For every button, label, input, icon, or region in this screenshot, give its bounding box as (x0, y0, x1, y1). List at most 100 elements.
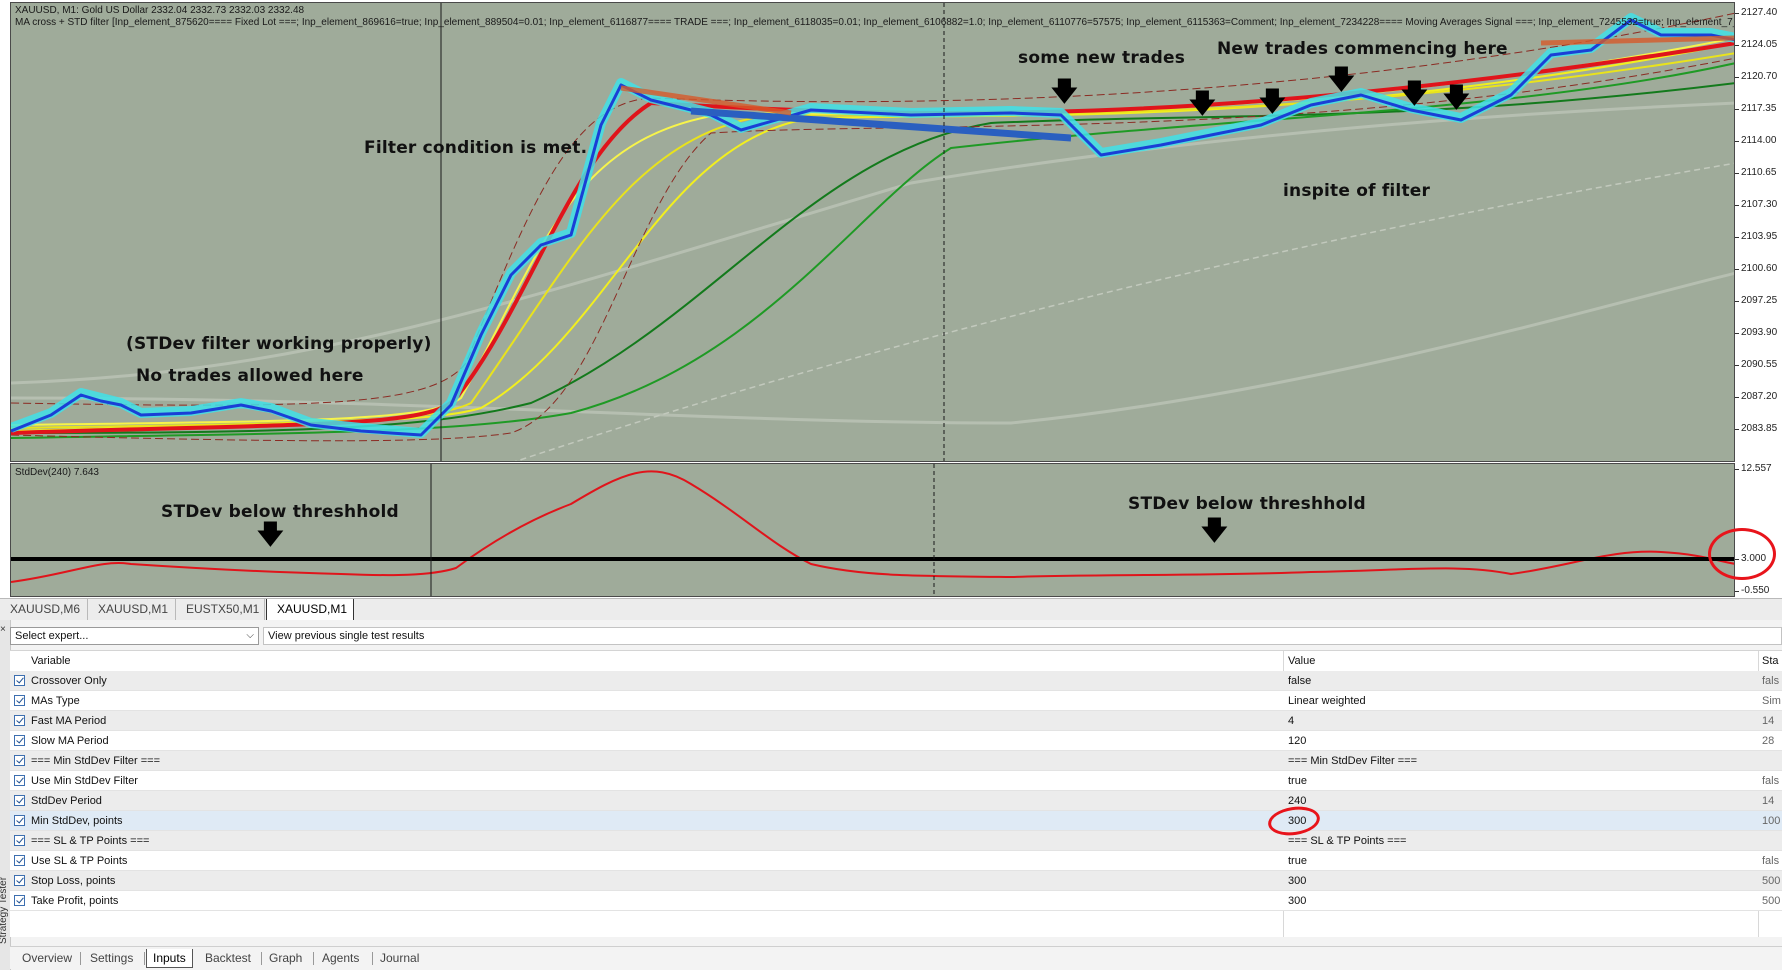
row-checkbox[interactable] (14, 675, 25, 686)
tab-backtest[interactable]: Backtest (205, 951, 252, 965)
row-checkbox[interactable] (14, 695, 25, 706)
row-value[interactable]: === Min StdDev Filter === (1288, 755, 1418, 767)
row-checkbox[interactable] (14, 815, 25, 826)
row-value[interactable]: true (1288, 855, 1307, 867)
table-row[interactable]: StdDev Period 240 14 (10, 791, 1782, 811)
row-checkbox[interactable] (14, 875, 25, 886)
row-value[interactable]: false (1288, 675, 1312, 687)
table-row[interactable]: MAs Type Linear weighted Sim (10, 691, 1782, 711)
table-row[interactable]: Stop Loss, points 300 500 (10, 871, 1782, 891)
row-value[interactable]: 300 (1288, 875, 1307, 887)
stddev-line (11, 470, 1734, 583)
row-checkbox[interactable] (14, 755, 25, 766)
annotation-stdev-below-1: STDev below threshhold (161, 502, 399, 522)
row-start[interactable]: 14 (1762, 795, 1775, 807)
row-value[interactable]: 300 (1288, 815, 1307, 827)
row-variable: Stop Loss, points (31, 875, 116, 887)
table-row[interactable]: Slow MA Period 120 28 (10, 731, 1782, 751)
table-row[interactable]: Crossover Only false fals (10, 671, 1782, 691)
stddev-canvas (11, 464, 1734, 596)
tab-graph[interactable]: Graph (269, 951, 303, 965)
table-row[interactable]: Fast MA Period 4 14 (10, 711, 1782, 731)
row-value[interactable]: 4 (1288, 715, 1295, 727)
price-chart-pane[interactable]: XAUUSD, M1: Gold US Dollar 2332.04 2332.… (10, 2, 1735, 462)
column-header-start[interactable]: Sta (1762, 655, 1779, 667)
row-start[interactable]: fals (1762, 675, 1780, 687)
row-variable: Fast MA Period (31, 715, 107, 727)
table-row[interactable]: Use SL & TP Points true fals (10, 851, 1782, 871)
row-checkbox[interactable] (14, 895, 25, 906)
price-label: 2127.40 (1741, 7, 1778, 18)
annotation-filter-met: Filter condition is met. (364, 138, 588, 158)
dashed-band-lower (11, 57, 1734, 442)
price-scale[interactable]: 2127.40 2124.05 2120.70 2117.35 2114.00 … (1735, 2, 1782, 597)
row-start[interactable]: 28 (1762, 735, 1775, 747)
slow-ma-faint-2 (11, 271, 1734, 425)
row-checkbox[interactable] (14, 855, 25, 866)
down-arrow-icon: 🡇 (1401, 79, 1428, 109)
chart-tab-bar: XAUUSD,M6 XAUUSD,M1 EUSTX50,M1 XAUUSD,M1 (0, 598, 1782, 622)
row-value[interactable]: 120 (1288, 735, 1307, 747)
trade-connector-lines (690, 107, 1072, 142)
chart-tab[interactable]: EUSTX50,M1 (176, 599, 265, 620)
column-header-value[interactable]: Value (1288, 655, 1316, 667)
row-start[interactable]: Sim (1762, 695, 1781, 707)
price-label: 2107.30 (1741, 199, 1778, 210)
stddev-indicator-pane[interactable]: StdDev(240) 7.643 STDev below threshhold… (10, 463, 1735, 597)
table-row[interactable]: Take Profit, points 300 500 (10, 891, 1782, 911)
chevron-down-icon: ⌵ (246, 630, 254, 641)
tester-tab-bar: Overview Settings Inputs Backtest Graph … (10, 946, 1782, 969)
down-arrow-icon: 🡇 (1189, 89, 1216, 119)
tab-inputs[interactable]: Inputs (146, 949, 193, 968)
tab-settings[interactable]: Settings (90, 951, 134, 965)
row-start[interactable]: 14 (1762, 715, 1775, 727)
price-label: 2100.60 (1741, 263, 1778, 274)
chart-window: XAUUSD, M1: Gold US Dollar 2332.04 2332.… (10, 2, 1782, 597)
table-row[interactable]: === SL & TP Points === === SL & TP Point… (10, 831, 1782, 851)
highlight-circle-threshold (1708, 528, 1776, 580)
annotation-some-new-trades: some new trades (1018, 48, 1186, 68)
tab-overview[interactable]: Overview (22, 951, 73, 965)
close-icon[interactable]: × (0, 624, 6, 635)
sub-scale-label: 12.557 (1741, 463, 1772, 474)
row-start[interactable]: fals (1762, 775, 1780, 787)
row-start[interactable]: 500 (1762, 875, 1781, 887)
row-checkbox[interactable] (14, 795, 25, 806)
tab-agents[interactable]: Agents (322, 951, 360, 965)
row-checkbox[interactable] (14, 735, 25, 746)
row-value[interactable]: Linear weighted (1288, 695, 1366, 707)
chart-tab[interactable]: XAUUSD,M6 (0, 599, 88, 620)
table-row-selected[interactable]: Min StdDev, points 300 100 (10, 811, 1782, 831)
row-value[interactable]: 300 (1288, 895, 1307, 907)
down-arrow-icon: 🡇 (1201, 516, 1228, 546)
expert-select-dropdown[interactable]: Select expert... ⌵ (10, 627, 259, 645)
chart-tab[interactable]: XAUUSD,M1 (88, 599, 176, 620)
row-variable: Take Profit, points (31, 895, 119, 907)
indicator-label: StdDev(240) 7.643 (15, 467, 99, 478)
row-checkbox[interactable] (14, 715, 25, 726)
annotation-stdev-below-2: STDev below threshhold (1128, 494, 1366, 514)
price-label: 2097.25 (1741, 295, 1778, 306)
row-value[interactable]: true (1288, 775, 1307, 787)
previous-results-field[interactable]: View previous single test results (263, 627, 1782, 645)
row-checkbox[interactable] (14, 835, 25, 846)
table-row[interactable]: === Min StdDev Filter === === Min StdDev… (10, 751, 1782, 771)
row-value[interactable]: 240 (1288, 795, 1307, 807)
tab-journal[interactable]: Journal (380, 951, 420, 965)
chart-symbol-info: XAUUSD, M1: Gold US Dollar 2332.04 2332.… (15, 5, 305, 16)
column-header-variable[interactable]: Variable (31, 655, 71, 667)
row-start[interactable]: 500 (1762, 895, 1781, 907)
row-start[interactable]: 100 (1762, 815, 1781, 827)
price-label: 2120.70 (1741, 71, 1778, 82)
down-arrow-icon: 🡇 (257, 520, 284, 550)
row-variable: StdDev Period (31, 795, 102, 807)
sub-scale-label: -0.550 (1741, 585, 1770, 596)
row-start[interactable]: fals (1762, 855, 1780, 867)
table-row[interactable]: Use Min StdDev Filter true fals (10, 771, 1782, 791)
chart-tab-active[interactable]: XAUUSD,M1 (266, 599, 354, 621)
row-variable: Slow MA Period (31, 735, 109, 747)
row-checkbox[interactable] (14, 775, 25, 786)
price-chart-canvas (11, 3, 1734, 461)
row-value[interactable]: === SL & TP Points === (1288, 835, 1407, 847)
price-label: 2087.20 (1741, 391, 1778, 402)
